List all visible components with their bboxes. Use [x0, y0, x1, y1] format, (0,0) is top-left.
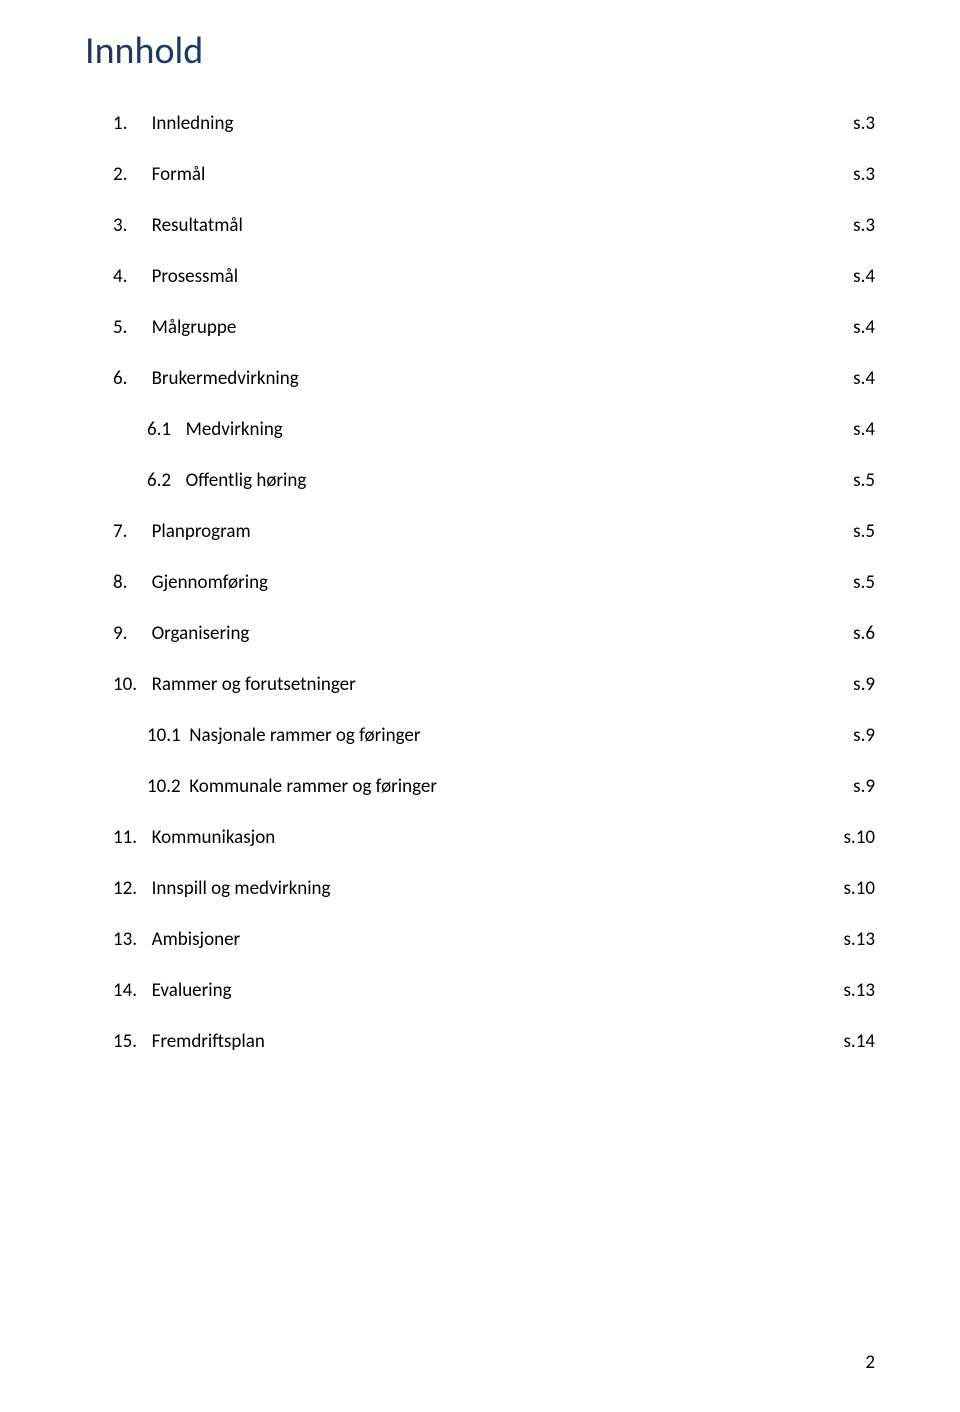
toc-row: 10. Rammer og forutsetninger s.9: [85, 675, 875, 694]
toc-label: 1. Innledning: [85, 114, 233, 133]
page-number: 2: [865, 1351, 875, 1374]
toc-number: 11.: [113, 828, 143, 847]
toc-number: 5.: [113, 318, 143, 337]
toc-label: 14. Evaluering: [85, 981, 232, 1000]
toc-number: 6.1: [147, 420, 177, 439]
toc-number: 13.: [113, 930, 143, 949]
toc-text: Innspill og medvirkning: [147, 877, 330, 900]
toc-text: Målgruppe: [147, 316, 236, 339]
toc-text: Planprogram: [147, 520, 250, 543]
toc-text: Kommunale rammer og føringer: [185, 775, 437, 798]
toc-row: 15. Fremdriftsplan s.14: [85, 1032, 875, 1051]
toc-row: 1. Innledning s.3: [85, 114, 875, 133]
toc-page-ref: s.5: [841, 522, 875, 541]
toc-text: Innledning: [147, 112, 233, 135]
toc-row: 10.2 Kommunale rammer og føringer s.9: [85, 777, 875, 796]
toc-number: 9.: [113, 624, 143, 643]
toc-number: 4.: [113, 267, 143, 286]
toc-row: 10.1 Nasjonale rammer og føringer s.9: [85, 726, 875, 745]
toc-row: 5. Målgruppe s.4: [85, 318, 875, 337]
toc-row: 6. Brukermedvirkning s.4: [85, 369, 875, 388]
toc-label: 9. Organisering: [85, 624, 249, 643]
toc-label: 15. Fremdriftsplan: [85, 1032, 265, 1051]
page-title: Innhold: [85, 28, 875, 74]
toc-page-ref: s.9: [841, 675, 875, 694]
toc-row: 8. Gjennomføring s.5: [85, 573, 875, 592]
toc-text: Gjennomføring: [147, 571, 268, 594]
toc-page-ref: s.9: [841, 726, 875, 745]
toc-label: 4. Prosessmål: [85, 267, 238, 286]
toc-page-ref: s.5: [841, 573, 875, 592]
toc-text: Medvirkning: [181, 418, 282, 441]
toc-number: 2.: [113, 165, 143, 184]
toc-text: Kommunikasjon: [147, 826, 275, 849]
toc-text: Rammer og forutsetninger: [147, 673, 355, 696]
toc-text: Offentlig høring: [181, 469, 306, 492]
toc-number: 8.: [113, 573, 143, 592]
toc-number: 7.: [113, 522, 143, 541]
toc-text: Organisering: [147, 622, 249, 645]
toc-page-ref: s.9: [841, 777, 875, 796]
toc-number: 10.2: [147, 777, 181, 796]
toc-label: 6. Brukermedvirkning: [85, 369, 299, 388]
toc-page-ref: s.5: [841, 471, 875, 490]
toc-page-ref: s.10: [832, 828, 876, 847]
toc-label: 7. Planprogram: [85, 522, 251, 541]
toc-row: 6.1 Medvirkning s.4: [85, 420, 875, 439]
toc-label: 13. Ambisjoner: [85, 930, 240, 949]
toc-page-ref: s.4: [841, 318, 875, 337]
toc-text: Brukermedvirkning: [147, 367, 298, 390]
toc-text: Nasjonale rammer og føringer: [185, 724, 420, 747]
toc-page-ref: s.4: [841, 420, 875, 439]
toc-label: 10.2 Kommunale rammer og føringer: [85, 777, 437, 796]
toc-page-ref: s.3: [841, 114, 875, 133]
toc-text: Formål: [147, 163, 205, 186]
toc-page-ref: s.6: [841, 624, 875, 643]
toc-number: 6.2: [147, 471, 177, 490]
toc-label: 12. Innspill og medvirkning: [85, 879, 330, 898]
document-page: Innhold 1. Innlednings.32. Formåls.33. R…: [0, 0, 960, 1412]
table-of-contents: 1. Innlednings.32. Formåls.33. Resultatm…: [85, 114, 875, 1051]
toc-page-ref: s.13: [832, 981, 876, 1000]
toc-text: Resultatmål: [147, 214, 243, 237]
toc-row: 13. Ambisjoner s.13: [85, 930, 875, 949]
toc-number: 6.: [113, 369, 143, 388]
toc-row: 7. Planprogram s.5: [85, 522, 875, 541]
toc-page-ref: s.3: [841, 216, 875, 235]
toc-page-ref: s.4: [841, 369, 875, 388]
toc-row: 14. Evaluering s.13: [85, 981, 875, 1000]
toc-number: 14.: [113, 981, 143, 1000]
toc-label: 10. Rammer og forutsetninger: [85, 675, 356, 694]
toc-page-ref: s.10: [832, 879, 876, 898]
toc-text: Evaluering: [147, 979, 231, 1002]
toc-label: 8. Gjennomføring: [85, 573, 268, 592]
toc-number: 15.: [113, 1032, 143, 1051]
toc-row: 11. Kommunikasjon s.10: [85, 828, 875, 847]
toc-label: 5. Målgruppe: [85, 318, 236, 337]
toc-row: 12. Innspill og medvirkning s.10: [85, 879, 875, 898]
toc-label: 10.1 Nasjonale rammer og føringer: [85, 726, 420, 745]
toc-row: 3. Resultatmål s.3: [85, 216, 875, 235]
toc-label: 6.1 Medvirkning: [85, 420, 283, 439]
toc-number: 10.1: [147, 726, 181, 745]
toc-page-ref: s.14: [832, 1032, 876, 1051]
toc-row: 4. Prosessmål s.4: [85, 267, 875, 286]
toc-number: 12.: [113, 879, 143, 898]
toc-page-ref: s.4: [841, 267, 875, 286]
toc-number: 1.: [113, 114, 143, 133]
toc-label: 6.2 Offentlig høring: [85, 471, 306, 490]
toc-label: 3. Resultatmål: [85, 216, 243, 235]
toc-page-ref: s.13: [832, 930, 876, 949]
toc-row: 2. Formål s.3: [85, 165, 875, 184]
toc-row: 9. Organisering s.6: [85, 624, 875, 643]
toc-label: 11. Kommunikasjon: [85, 828, 275, 847]
toc-row: 6.2 Offentlig høring s.5: [85, 471, 875, 490]
toc-page-ref: s.3: [841, 165, 875, 184]
toc-number: 10.: [113, 675, 143, 694]
toc-label: 2. Formål: [85, 165, 205, 184]
toc-text: Fremdriftsplan: [147, 1030, 265, 1053]
toc-text: Prosessmål: [147, 265, 238, 288]
toc-number: 3.: [113, 216, 143, 235]
toc-text: Ambisjoner: [147, 928, 240, 951]
